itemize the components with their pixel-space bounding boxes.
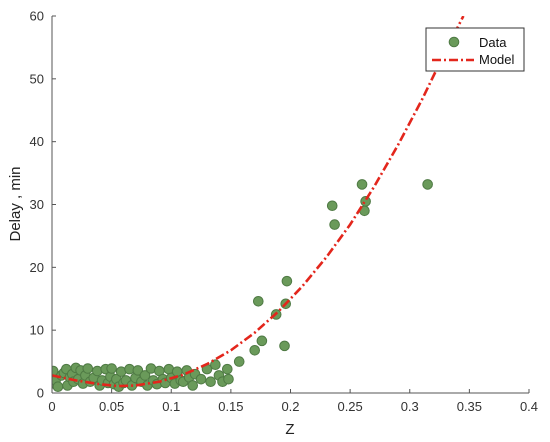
y-tick-label: 40 [30,134,44,149]
data-point [210,359,221,371]
y-tick-label: 30 [30,197,44,212]
data-point [253,295,264,307]
y-ticks: 0 10 20 30 40 50 60 [30,9,56,401]
x-tick-label: 0.2 [281,399,299,414]
legend-model-label: Model [479,52,515,67]
data-point [132,365,144,376]
y-tick-label: 50 [30,71,44,86]
legend-box [425,27,525,72]
data-point [360,196,371,207]
legend-data-marker [448,36,460,48]
data-point [195,373,207,385]
data-point [356,179,368,190]
y-axis-title: Delay , min [7,166,24,241]
data-point [249,344,261,356]
data-point [205,376,216,387]
data-point [422,179,433,190]
x-tick-label: 0.1 [162,399,180,414]
legend: Data Model [425,27,525,72]
data-point [139,370,151,381]
y-tick-label: 20 [30,260,44,275]
data-point [187,380,199,391]
data-point [82,363,94,374]
x-tick-label: 0.3 [401,399,419,414]
data-series [52,179,433,393]
x-tick-label: 0.05 [99,399,124,414]
data-point [171,366,183,377]
x-tick-label: 0.4 [520,399,538,414]
x-axis-title: Z [285,421,294,438]
data-point [106,363,117,374]
data-point [52,381,64,393]
data-point [329,219,340,230]
data-point [281,275,293,287]
plot-marks [52,16,465,393]
data-point [223,373,234,385]
data-point [221,363,233,375]
model-line [52,16,465,388]
y-tick-label: 60 [30,9,44,24]
x-tick-label: 0.25 [337,399,362,414]
data-point [233,356,245,367]
data-point [326,200,338,212]
x-tick-label: 0 [48,399,55,414]
data-point [256,335,268,347]
data-point [279,340,290,352]
y-tick-label: 10 [30,323,44,338]
plot-area [52,16,465,393]
legend-data-label: Data [479,35,507,50]
x-tick-label: 0.15 [218,399,243,414]
x-tick-label: 0.35 [457,399,482,414]
x-ticks: 0 0.05 0.1 0.15 0.2 0.25 0.3 0.35 0.4 [48,389,538,414]
y-tick-label: 0 [37,386,44,401]
